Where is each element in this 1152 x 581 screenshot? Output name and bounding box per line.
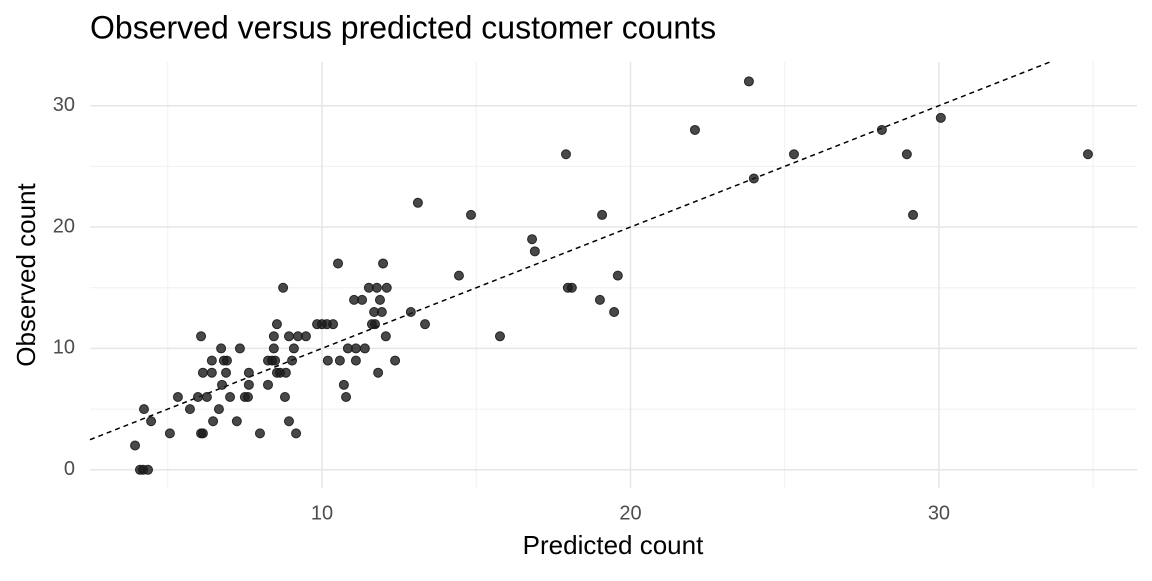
point <box>420 319 431 330</box>
point <box>453 270 464 281</box>
point <box>138 404 149 415</box>
x-axis-label: Predicted count <box>523 530 704 560</box>
reference-line <box>89 61 1051 441</box>
point <box>216 343 227 354</box>
point <box>689 124 700 135</box>
point <box>130 440 141 451</box>
point <box>271 319 282 330</box>
point <box>288 343 299 354</box>
point <box>192 391 203 402</box>
point <box>142 464 153 475</box>
point <box>465 209 476 220</box>
point <box>197 428 208 439</box>
point <box>268 331 279 342</box>
point <box>231 416 242 427</box>
point <box>206 355 217 366</box>
x-tick-label: 30 <box>928 502 950 524</box>
point <box>380 331 391 342</box>
point <box>283 416 294 427</box>
point <box>359 343 370 354</box>
chart-title: Observed versus predicted customer count… <box>90 9 716 45</box>
point <box>594 294 605 305</box>
point <box>378 258 389 269</box>
point <box>371 282 382 293</box>
point <box>280 367 291 378</box>
x-tick-label: 10 <box>311 502 333 524</box>
y-axis-label: Observed count <box>11 182 41 366</box>
point <box>374 294 385 305</box>
y-tick-label: 0 <box>64 458 75 480</box>
point <box>242 391 253 402</box>
point <box>494 331 505 342</box>
point <box>566 282 577 293</box>
point <box>373 367 384 378</box>
point <box>197 367 208 378</box>
point <box>146 416 157 427</box>
point <box>254 428 265 439</box>
point <box>322 355 333 366</box>
point <box>217 379 228 390</box>
point <box>381 282 392 293</box>
point <box>225 391 236 402</box>
point <box>201 391 212 402</box>
point <box>412 197 423 208</box>
point <box>370 319 381 330</box>
point <box>270 355 281 366</box>
point <box>196 331 207 342</box>
point <box>529 246 540 257</box>
y-tick-label: 20 <box>53 215 75 237</box>
point <box>338 379 349 390</box>
point <box>300 331 311 342</box>
point <box>609 307 620 318</box>
point <box>206 367 217 378</box>
point <box>287 355 298 366</box>
point <box>376 307 387 318</box>
point <box>357 294 368 305</box>
point <box>278 282 289 293</box>
point <box>560 149 571 160</box>
point <box>597 209 608 220</box>
point <box>788 149 799 160</box>
point <box>1082 149 1093 160</box>
point <box>208 416 219 427</box>
y-tick-label: 30 <box>53 94 75 116</box>
point <box>213 404 224 415</box>
point <box>279 391 290 402</box>
point <box>876 124 887 135</box>
point <box>527 234 538 245</box>
point <box>390 355 401 366</box>
point <box>262 379 273 390</box>
point <box>243 379 254 390</box>
point <box>612 270 623 281</box>
x-tick-label: 20 <box>619 502 641 524</box>
point <box>341 391 352 402</box>
point <box>234 343 245 354</box>
point <box>164 428 175 439</box>
point <box>908 209 919 220</box>
point <box>743 76 754 87</box>
point <box>328 319 339 330</box>
point <box>350 343 361 354</box>
point <box>405 307 416 318</box>
point <box>901 149 912 160</box>
point <box>333 258 344 269</box>
point <box>243 367 254 378</box>
point <box>291 428 302 439</box>
point <box>334 355 345 366</box>
point <box>172 391 183 402</box>
point <box>350 355 361 366</box>
y-tick-label: 10 <box>53 337 75 359</box>
point <box>748 173 759 184</box>
point <box>184 404 195 415</box>
point <box>221 355 232 366</box>
point <box>283 331 294 342</box>
point <box>221 367 232 378</box>
point <box>268 343 279 354</box>
point <box>935 112 946 123</box>
